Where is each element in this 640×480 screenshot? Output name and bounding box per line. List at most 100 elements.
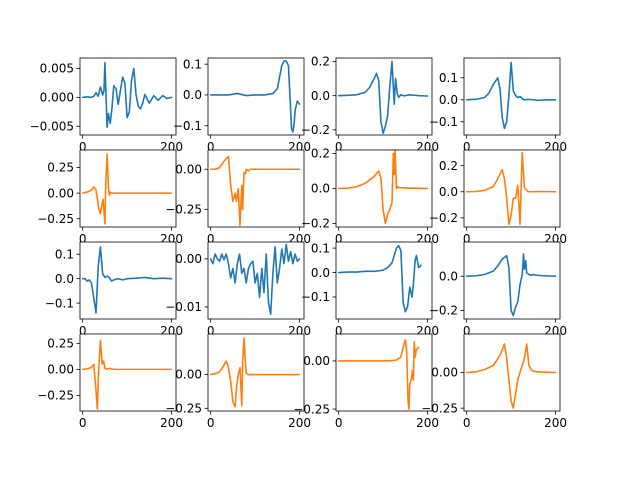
y-tick-label: 0.00 xyxy=(47,363,74,377)
subplot-2-2: 0 200−0.250.00 xyxy=(165,149,311,246)
series-line xyxy=(81,61,173,129)
y-tick-label: 0.0 xyxy=(439,269,458,283)
x-tick-label: 0 xyxy=(79,140,87,154)
y-tick-label: 0.0 xyxy=(55,272,74,286)
y-tick-label: 0.25 xyxy=(47,337,74,351)
subplot-3-4: 0 200−0.20.0 xyxy=(429,241,567,338)
subplot-2-1: 0 200−0.250.000.25 xyxy=(37,149,183,246)
x-tick-label: 0 xyxy=(335,324,343,338)
axes-frame xyxy=(79,57,177,136)
plot-area xyxy=(80,58,176,135)
series-line xyxy=(465,61,557,130)
y-tick-label: 0.2 xyxy=(439,159,458,173)
x-tick-label: 0 xyxy=(335,416,343,430)
series-line xyxy=(81,339,173,410)
y-tick-label: −0.1 xyxy=(301,290,330,304)
axes-frame xyxy=(207,333,305,412)
y-tick-label: −0.2 xyxy=(429,211,458,225)
y-tick-label: 0.00 xyxy=(175,252,202,266)
plot-area xyxy=(80,150,176,227)
subplot-3-2: 0 200−0.010.00 xyxy=(165,241,311,338)
subplot-4-4: 0 200 −0.25 0.00 xyxy=(421,333,567,430)
x-tick-label: 0 xyxy=(207,416,215,430)
axes-frame xyxy=(207,149,305,228)
y-tick-label: 0.0 xyxy=(439,93,458,107)
series-line xyxy=(209,243,301,315)
x-tick-label: 0 xyxy=(463,416,471,430)
subplot-2-4: 0 200−0.20.00.2 xyxy=(429,149,567,246)
x-tick-label: 0 xyxy=(463,232,471,246)
axes-frame xyxy=(463,241,561,320)
subplot-4-2: 0 200 −0.25 0.00 xyxy=(165,333,311,430)
series-line xyxy=(209,155,301,227)
x-tick-label: 0 xyxy=(207,324,215,338)
y-tick-label: −0.25 xyxy=(165,401,202,415)
subplot-1-4: 0 200−0.10.00.1 xyxy=(429,57,567,154)
y-tick-label: −0.1 xyxy=(45,296,74,310)
x-tick-label: 0 xyxy=(335,232,343,246)
y-tick-label: 0.1 xyxy=(183,57,202,71)
axes-frame xyxy=(207,57,305,136)
series-line xyxy=(209,337,301,408)
x-tick-label: 200 xyxy=(288,416,311,430)
y-tick-label: 0.1 xyxy=(439,71,458,85)
x-tick-label: 200 xyxy=(160,416,183,430)
y-tick-label: −0.01 xyxy=(165,300,202,314)
y-tick-label: 0.2 xyxy=(311,147,330,161)
y-tick-label: 0.00 xyxy=(175,162,202,176)
y-tick-label: 0.0 xyxy=(183,88,202,102)
subplot-4-1: 0 200 −0.25 0.00 0.25 xyxy=(37,333,183,430)
y-tick-label: −0.2 xyxy=(301,123,330,137)
subplot-3-3: 0 200−0.10.00.1 xyxy=(301,241,439,338)
plot-area xyxy=(464,242,560,319)
y-tick-label: 0.2 xyxy=(311,55,330,69)
axes-frame xyxy=(79,149,177,228)
y-tick-label: 0.000 xyxy=(40,91,74,105)
y-tick-label: 0.00 xyxy=(175,368,202,382)
y-tick-label: −0.25 xyxy=(165,203,202,217)
axes-frame xyxy=(335,57,433,136)
x-tick-label: 0 xyxy=(335,140,343,154)
plot-area xyxy=(336,334,432,411)
subplot-4-3: 0 200 −0.25 0.00 xyxy=(293,333,439,430)
plot-area xyxy=(208,150,304,227)
subplot-1-2: 0 200−0.10.00.1 xyxy=(173,57,311,154)
y-tick-label: −0.1 xyxy=(173,119,202,133)
x-tick-label: 0 xyxy=(207,232,215,246)
x-tick-label: 200 xyxy=(544,416,567,430)
series-line xyxy=(337,338,420,410)
x-tick-label: 0 xyxy=(79,324,87,338)
series-line xyxy=(81,246,173,314)
subplot-2-3: 0 200−0.20.00.2 xyxy=(301,147,439,246)
y-tick-label: 0.00 xyxy=(47,186,74,200)
axes-frame xyxy=(335,241,433,320)
series-line xyxy=(337,149,429,225)
series-line xyxy=(209,60,301,133)
axes-frame xyxy=(463,149,561,228)
y-tick-label: 0.0 xyxy=(311,266,330,280)
y-tick-label: −0.2 xyxy=(301,217,330,231)
y-tick-label: 0.0 xyxy=(311,182,330,196)
series-line xyxy=(337,244,422,313)
y-tick-label: −0.25 xyxy=(421,401,458,415)
y-tick-label: −0.005 xyxy=(30,120,74,134)
y-tick-label: −0.25 xyxy=(293,402,330,416)
series-line xyxy=(465,151,557,226)
axes-frame xyxy=(207,241,305,320)
plot-area xyxy=(464,150,560,227)
plot-area xyxy=(208,334,304,411)
y-tick-label: 0.25 xyxy=(47,161,74,175)
series-line xyxy=(465,253,557,317)
y-tick-label: 0.1 xyxy=(311,241,330,255)
y-tick-label: −0.25 xyxy=(37,389,74,403)
y-tick-label: 0.00 xyxy=(431,366,458,380)
axes-frame xyxy=(79,333,177,412)
y-tick-label: −0.2 xyxy=(429,304,458,318)
x-tick-label: 0 xyxy=(463,324,471,338)
y-tick-label: 0.0 xyxy=(311,89,330,103)
x-tick-label: 0 xyxy=(207,140,215,154)
series-line xyxy=(337,60,429,135)
x-tick-label: 0 xyxy=(79,416,87,430)
subplot-1-3: 0 200−0.20.00.2 xyxy=(301,55,439,154)
